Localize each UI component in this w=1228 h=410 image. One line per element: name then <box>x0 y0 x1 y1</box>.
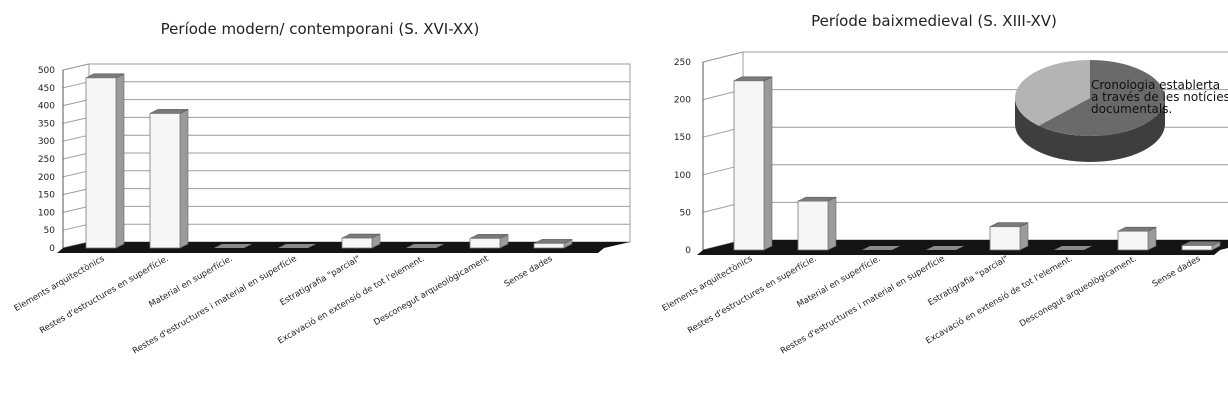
gridline-diagonal <box>62 63 90 71</box>
bar-face <box>1181 245 1213 251</box>
bar <box>1117 226 1157 251</box>
y-tick-label: 250 <box>674 58 691 68</box>
pie-annotation-line: documentals. <box>1091 102 1172 116</box>
bar <box>533 238 573 249</box>
bar-side <box>827 196 837 251</box>
bar <box>278 244 316 248</box>
pie-side <box>1015 98 1165 162</box>
pie-annotation-line: a través de les notícies <box>1091 90 1228 104</box>
bar-face <box>1117 230 1149 251</box>
y-tick-label: 200 <box>674 96 691 106</box>
y-tick-label: 450 <box>38 84 55 94</box>
chart-panel-modern: Període modern/ contemporani (S. XVI-XX)… <box>12 20 631 356</box>
y-tick-label: 150 <box>38 191 55 201</box>
bar <box>85 73 125 249</box>
bar-flat <box>406 244 444 248</box>
bar-face <box>341 237 373 249</box>
bar-face <box>149 113 181 249</box>
bar <box>341 233 381 249</box>
bar <box>406 244 444 248</box>
bar <box>469 233 509 249</box>
y-tick-label: 0 <box>685 246 691 256</box>
y-tick-label: 350 <box>38 119 55 129</box>
chart-panel-baixmedieval: Període baixmedieval (S. XIII-XV) 0 50 100… <box>640 0 1228 410</box>
bar-face <box>85 77 117 249</box>
gridline-diagonal <box>62 152 90 160</box>
chart-title: Període modern/ contemporani (S. XVI-XX) <box>160 20 480 38</box>
pie-slice <box>1015 60 1090 126</box>
bar-flat <box>862 246 900 250</box>
y-tick-label: 400 <box>38 102 55 112</box>
x-category-label: Restes d'estructures en superfície. <box>38 254 170 336</box>
x-category-label: Desconegut arqueològicament <box>372 253 491 328</box>
bar <box>733 76 773 251</box>
gridline-diagonal <box>62 188 90 196</box>
pie-slice <box>1038 60 1165 136</box>
y-tick-label: 150 <box>674 133 691 143</box>
bar <box>926 246 964 250</box>
bar-flat <box>1054 246 1092 250</box>
gridline-diagonal <box>62 170 90 178</box>
gridline-diagonal <box>702 51 744 63</box>
bar-side <box>115 73 125 249</box>
bar-face <box>733 80 765 251</box>
bar <box>862 246 900 250</box>
bar <box>214 244 252 248</box>
bar-flat <box>278 244 316 248</box>
y-tick-label: 100 <box>38 208 55 218</box>
bar <box>797 196 837 251</box>
y-tick-label: 100 <box>674 171 691 181</box>
y-tick-label: 50 <box>680 208 692 218</box>
y-tick-label: 200 <box>38 173 55 183</box>
x-category-label: Sense dades <box>503 254 555 290</box>
gridline-diagonal <box>62 205 90 213</box>
y-tick-label: 50 <box>44 226 56 236</box>
bar-face <box>797 200 829 251</box>
bar-face <box>989 226 1021 251</box>
gridline-diagonal <box>62 134 90 142</box>
y-tick-label: 250 <box>38 155 55 165</box>
y-tick-label: 0 <box>49 244 55 254</box>
gridline-diagonal <box>62 223 90 231</box>
bar <box>989 222 1029 251</box>
bar-side <box>1019 222 1029 251</box>
bar-flat <box>214 244 252 248</box>
x-category-label: Desconegut arqueològicament. <box>1017 253 1138 329</box>
x-category-label: Sense dades <box>1151 254 1203 290</box>
gridline-diagonal <box>62 116 90 124</box>
bar-side <box>763 76 773 251</box>
bar <box>1181 241 1221 251</box>
bar <box>1054 246 1092 250</box>
bar-face <box>469 237 501 249</box>
chart-title: Període baixmedieval (S. XIII-XV) <box>811 12 1057 30</box>
gridline-diagonal <box>62 99 90 107</box>
gridline-diagonal <box>62 81 90 89</box>
y-tick-label: 300 <box>38 137 55 147</box>
bar-face <box>533 242 565 249</box>
bar <box>149 108 189 249</box>
pie-annotation-line: Cronologia establerta <box>1091 78 1220 92</box>
x-category-label: Restes d'estructures en superfície. <box>686 254 818 336</box>
y-tick-label: 500 <box>38 66 55 76</box>
bar-flat <box>926 246 964 250</box>
bar-side <box>179 108 189 249</box>
